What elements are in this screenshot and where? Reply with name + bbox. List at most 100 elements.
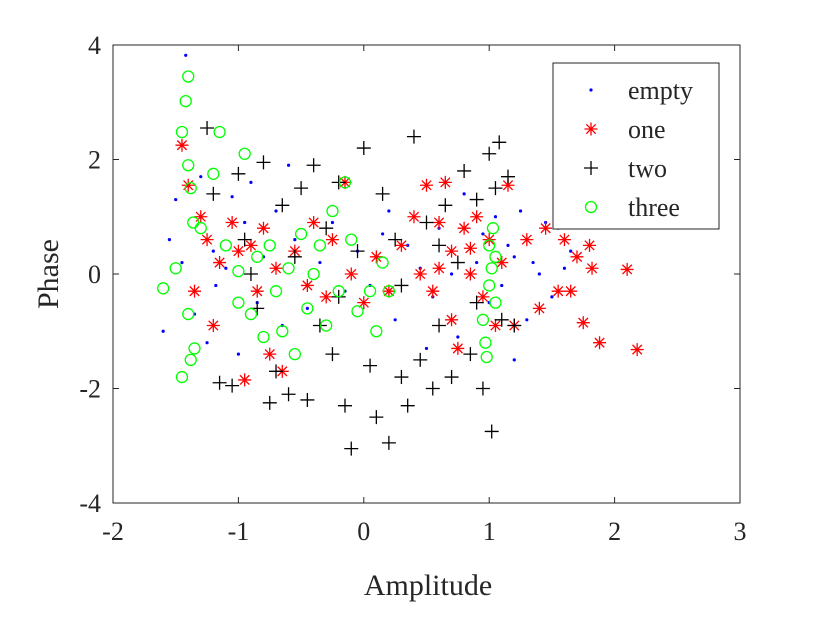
point-three-41: [483, 239, 496, 252]
data-marks: [157, 53, 644, 456]
point-empty-19: [330, 220, 335, 225]
point-empty-40: [531, 260, 535, 265]
y-axis-label: Phase: [32, 239, 65, 309]
point-empty-17: [305, 306, 309, 310]
legend-marker-empty: [589, 88, 593, 92]
point-three-21: [269, 285, 283, 298]
point-one-30: [438, 175, 452, 189]
point-three-10: [175, 370, 189, 384]
point-empty-16: [293, 238, 297, 242]
point-empty-32: [475, 260, 479, 265]
point-two-44: [484, 424, 499, 439]
point-empty-18: [318, 260, 322, 265]
point-empty-37: [512, 255, 516, 259]
point-empty-30: [456, 335, 460, 339]
point-one-24: [382, 284, 396, 298]
point-one-5: [206, 319, 220, 333]
point-two-14: [300, 392, 315, 407]
point-three-27: [307, 267, 320, 281]
legend-label-three: three: [628, 193, 680, 222]
point-empty-50: [387, 209, 391, 213]
point-two-4: [231, 166, 246, 181]
point-two-11: [281, 387, 296, 402]
point-two-39: [457, 163, 472, 178]
point-empty-31: [462, 192, 466, 196]
point-one-2: [194, 210, 208, 224]
point-one-36: [476, 290, 490, 304]
point-two-29: [394, 370, 409, 385]
x-tick-label: 1: [483, 517, 496, 546]
point-two-33: [419, 215, 434, 230]
x-axis-label: Amplitude: [364, 569, 492, 602]
point-two-45: [488, 181, 503, 196]
point-one-45: [551, 284, 565, 298]
series-three: [157, 70, 502, 384]
legend-item-three: three: [584, 193, 680, 222]
point-three-45: [489, 296, 502, 309]
point-empty-14: [274, 209, 278, 213]
legend-label-two: two: [628, 154, 667, 183]
point-two-25: [369, 410, 384, 425]
point-one-48: [570, 250, 584, 264]
legend-box: [552, 62, 720, 230]
point-three-28: [313, 239, 327, 252]
point-three-33: [345, 233, 358, 246]
point-empty-53: [286, 163, 291, 167]
point-empty-49: [249, 180, 253, 184]
point-empty-2: [161, 329, 165, 333]
point-three-18: [251, 250, 264, 263]
legend-item-empty: empty: [589, 76, 693, 105]
point-one-32: [451, 341, 465, 355]
point-three-37: [376, 256, 389, 269]
point-three-19: [257, 330, 270, 344]
point-one-29: [432, 215, 446, 229]
point-three-26: [301, 302, 314, 315]
point-three-47: [480, 350, 493, 364]
point-empty-1: [167, 238, 172, 242]
legend-label-one: one: [628, 115, 666, 144]
point-two-18: [325, 347, 340, 362]
point-three-42: [483, 279, 496, 292]
point-two-3: [225, 378, 240, 393]
point-two-43: [482, 146, 497, 161]
point-empty-54: [481, 232, 485, 236]
point-two-20: [337, 398, 352, 413]
point-one-27: [420, 178, 433, 192]
point-two-22: [350, 244, 365, 259]
point-three-38: [382, 285, 396, 298]
point-one-59: [432, 261, 446, 275]
point-one-11: [256, 221, 270, 235]
point-one-35: [470, 210, 484, 224]
point-two-38: [450, 255, 465, 270]
point-two-54: [469, 295, 484, 310]
point-empty-0: [184, 53, 188, 57]
point-three-32: [338, 176, 352, 189]
point-one-40: [501, 178, 515, 192]
point-three-44: [486, 222, 500, 235]
point-one-21: [344, 267, 358, 281]
point-one-17: [307, 215, 321, 229]
point-empty-36: [506, 243, 510, 247]
point-three-15: [232, 296, 245, 309]
legend-item-two: two: [584, 154, 667, 183]
point-one-50: [583, 238, 597, 252]
point-empty-39: [525, 318, 529, 322]
point-empty-6: [205, 341, 209, 345]
point-two-36: [438, 198, 453, 213]
series-two: [200, 121, 522, 456]
point-two-23: [356, 141, 371, 156]
point-three-46: [489, 250, 502, 263]
point-one-39: [495, 256, 509, 270]
point-one-25: [394, 238, 408, 252]
point-one-7: [225, 215, 239, 229]
point-three-11: [182, 307, 195, 321]
point-one-33: [457, 221, 471, 235]
point-empty-7: [211, 249, 215, 253]
point-two-17: [319, 221, 334, 236]
point-empty-3: [174, 197, 178, 202]
point-one-47: [564, 284, 578, 298]
point-two-40: [463, 347, 478, 362]
point-three-35: [363, 285, 377, 298]
point-one-16: [300, 278, 314, 292]
